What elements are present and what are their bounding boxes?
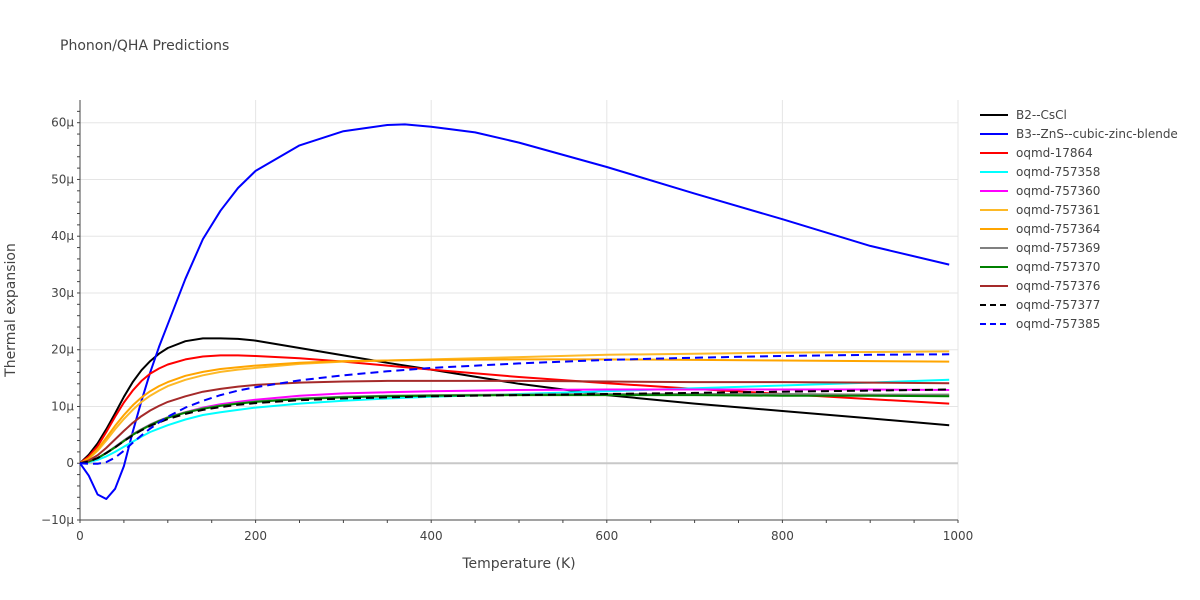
- legend[interactable]: B2--CsCl B3--ZnS--cubic-zinc-blende oqmd-1…: [980, 108, 1178, 331]
- y-tick-label: −10μ: [41, 513, 74, 527]
- legend-item-label[interactable]: B2--CsCl: [1016, 108, 1067, 122]
- y-tick-label: 10μ: [51, 399, 74, 413]
- legend-item-label[interactable]: B3--ZnS--cubic-zinc-blende: [1016, 127, 1178, 141]
- legend-item-label[interactable]: oqmd-757385: [1016, 317, 1100, 331]
- y-tick-label: 60μ: [51, 116, 74, 130]
- grid: [80, 100, 959, 521]
- series-line-oqmd-757369: [79, 393, 950, 465]
- series-line-oqmd-757360: [79, 388, 950, 465]
- y-tick-label: 30μ: [51, 286, 74, 300]
- legend-item-label[interactable]: oqmd-757376: [1016, 279, 1100, 293]
- series-line-B3--ZnS--cubic-zinc-blende: [79, 123, 950, 500]
- legend-item-label[interactable]: oqmd-757364: [1016, 222, 1100, 236]
- series-line-oqmd-757385: [79, 353, 950, 465]
- x-axis-label: Temperature (K): [461, 556, 575, 572]
- series-line-oqmd-757377: [79, 388, 950, 465]
- x-tick-label: 200: [244, 529, 267, 543]
- y-tick-label: 0: [66, 456, 74, 470]
- y-tick-label: 20μ: [51, 343, 74, 357]
- y-tick-label: 50μ: [51, 172, 74, 186]
- series-line-oqmd-757361: [79, 350, 950, 465]
- series-line-oqmd-757358: [79, 378, 950, 465]
- legend-item-label[interactable]: oqmd-757377: [1016, 298, 1100, 312]
- legend-item-label[interactable]: oqmd-757369: [1016, 241, 1100, 255]
- series-line-oqmd-757376: [79, 379, 950, 465]
- legend-item-label[interactable]: oqmd-757360: [1016, 184, 1100, 198]
- x-tick-label: 1000: [943, 529, 974, 543]
- series-layer: [79, 123, 950, 500]
- chart-title: Phonon/QHA Predictions: [60, 38, 229, 54]
- legend-item-label[interactable]: oqmd-17864: [1016, 146, 1093, 160]
- x-tick-label: 0: [76, 529, 84, 543]
- y-axis-label: Thermal expansion: [3, 243, 19, 378]
- legend-item-label[interactable]: oqmd-757361: [1016, 203, 1100, 217]
- series-line-oqmd-757364: [79, 358, 950, 465]
- legend-item-label[interactable]: oqmd-757370: [1016, 260, 1100, 274]
- x-tick-label: 400: [420, 529, 443, 543]
- x-tick-label: 600: [595, 529, 618, 543]
- legend-item-label[interactable]: oqmd-757358: [1016, 165, 1100, 179]
- x-tick-label: 800: [771, 529, 794, 543]
- y-tick-label: 40μ: [51, 229, 74, 243]
